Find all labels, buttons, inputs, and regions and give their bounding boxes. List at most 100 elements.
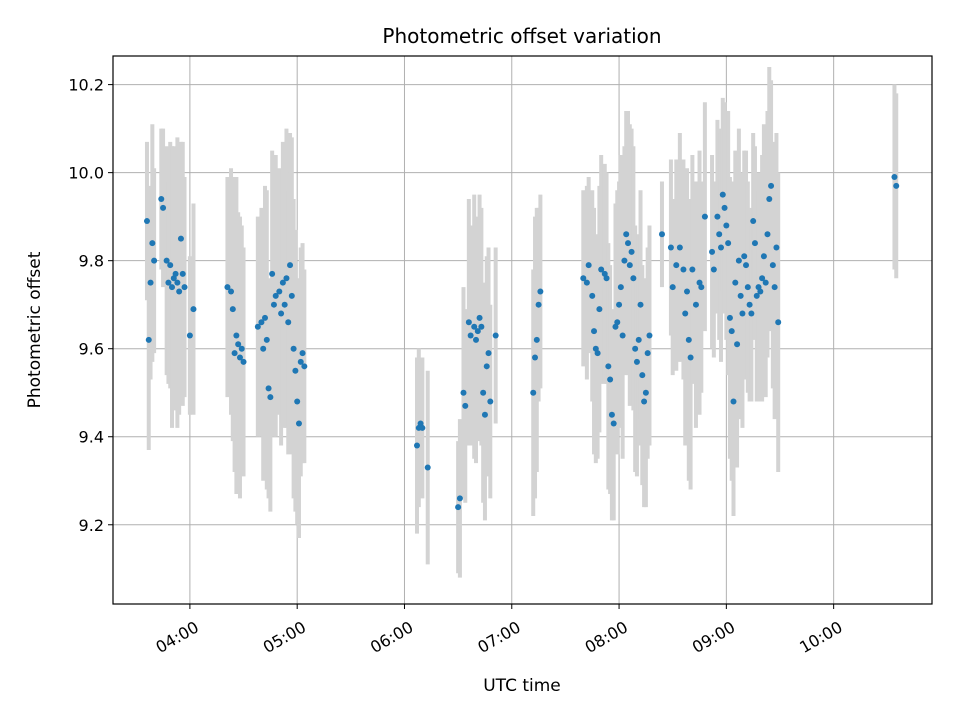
data-point	[179, 270, 186, 277]
data-point	[272, 292, 279, 299]
data-point	[644, 350, 651, 357]
data-point	[764, 231, 771, 238]
data-point	[297, 358, 304, 365]
data-point	[692, 301, 699, 308]
data-point	[626, 262, 633, 269]
data-point	[145, 336, 152, 343]
data-point	[460, 389, 467, 396]
data-point	[177, 235, 184, 242]
data-point	[169, 284, 176, 291]
data-point	[261, 314, 268, 321]
data-point	[143, 218, 150, 225]
data-point	[474, 328, 481, 335]
data-point	[172, 270, 179, 277]
data-point	[471, 323, 478, 330]
data-point	[630, 275, 637, 282]
data-point	[760, 253, 767, 260]
data-point	[641, 398, 648, 405]
data-point	[721, 204, 728, 211]
y-axis-title: Photometric offset	[25, 251, 45, 408]
data-point	[281, 301, 288, 308]
data-point	[267, 394, 274, 401]
data-point	[628, 248, 635, 255]
data-point	[292, 367, 299, 374]
data-point	[462, 402, 469, 409]
data-point	[717, 244, 724, 251]
data-point	[487, 398, 494, 405]
data-point	[585, 262, 592, 269]
data-point	[258, 319, 265, 326]
data-point	[723, 222, 730, 229]
data-point	[621, 257, 628, 264]
data-point	[769, 262, 776, 269]
data-point	[532, 354, 539, 361]
data-point	[608, 411, 615, 418]
data-point	[748, 310, 755, 317]
data-point	[673, 262, 680, 269]
data-point	[285, 319, 292, 326]
data-point	[743, 262, 750, 269]
data-point	[492, 332, 499, 339]
data-point	[235, 341, 242, 348]
y-tick-label: 9.8	[79, 252, 104, 271]
data-point	[646, 332, 653, 339]
data-point	[637, 301, 644, 308]
data-point	[730, 398, 737, 405]
data-point	[728, 328, 735, 335]
data-point	[413, 442, 420, 449]
data-point	[617, 284, 624, 291]
data-point	[751, 240, 758, 247]
data-point	[294, 398, 301, 405]
data-point	[757, 288, 764, 295]
data-point	[734, 341, 741, 348]
data-point	[269, 270, 276, 277]
data-point	[240, 358, 247, 365]
data-point	[167, 262, 174, 269]
data-point	[737, 292, 744, 299]
data-point	[163, 257, 170, 264]
data-point	[419, 424, 426, 431]
data-point	[685, 336, 692, 343]
data-point	[739, 310, 746, 317]
data-point	[632, 345, 639, 352]
data-point	[535, 301, 542, 308]
data-point	[455, 504, 462, 511]
data-point	[639, 372, 646, 379]
data-point	[735, 257, 742, 264]
data-point	[231, 350, 238, 357]
x-axis-title: UTC time	[483, 676, 561, 696]
data-point	[456, 495, 463, 502]
data-point	[684, 288, 691, 295]
data-point	[583, 279, 590, 286]
data-point	[732, 279, 739, 286]
chart-title: Photometric offset variation	[382, 24, 661, 48]
data-point	[287, 262, 294, 269]
data-point	[714, 213, 721, 220]
data-point	[698, 284, 705, 291]
data-point	[176, 288, 183, 295]
data-point	[224, 284, 231, 291]
data-point	[775, 319, 782, 326]
data-point	[580, 275, 587, 282]
data-point	[165, 279, 172, 286]
data-point	[465, 319, 472, 326]
data-point	[667, 244, 674, 251]
data-point	[278, 310, 285, 317]
data-point	[766, 196, 773, 203]
data-point	[263, 336, 270, 343]
y-tick-label: 9.4	[79, 428, 104, 447]
data-point	[753, 292, 760, 299]
data-point	[533, 336, 540, 343]
data-points	[143, 174, 900, 511]
data-point	[605, 363, 612, 370]
data-point	[174, 279, 181, 286]
data-point	[149, 240, 156, 247]
data-point	[893, 182, 900, 189]
data-point	[744, 284, 751, 291]
data-point	[725, 240, 732, 247]
data-point	[270, 301, 277, 308]
data-point	[596, 306, 603, 313]
y-tick-label: 10.2	[68, 76, 104, 95]
data-point	[276, 288, 283, 295]
